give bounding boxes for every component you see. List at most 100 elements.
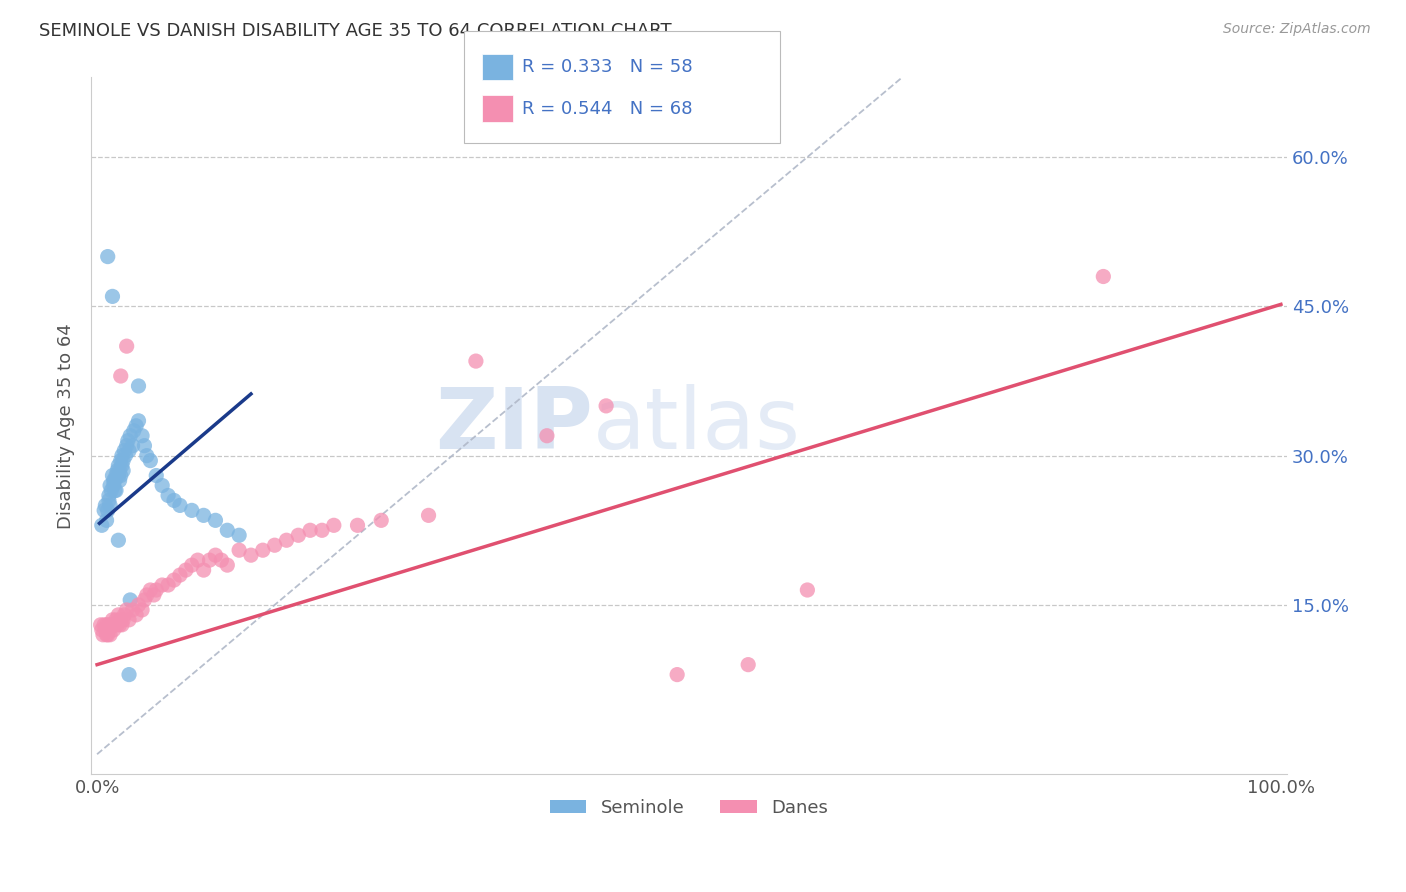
Point — [107, 468, 129, 483]
Point — [97, 623, 120, 637]
Point — [139, 453, 162, 467]
Point — [163, 573, 186, 587]
Point — [228, 543, 250, 558]
Point — [103, 623, 125, 637]
Point — [163, 493, 186, 508]
Point — [107, 458, 129, 473]
Point — [134, 593, 156, 607]
Point — [110, 369, 132, 384]
Point — [240, 548, 263, 562]
Point — [125, 418, 148, 433]
Point — [103, 474, 125, 488]
Point — [98, 499, 121, 513]
Point — [131, 428, 153, 442]
Point — [105, 613, 128, 627]
Point — [180, 503, 202, 517]
Point — [134, 439, 156, 453]
Point — [114, 449, 136, 463]
Point — [287, 528, 309, 542]
Point — [94, 623, 117, 637]
Point — [169, 568, 191, 582]
Point — [204, 548, 226, 562]
Point — [107, 607, 129, 622]
Point — [97, 488, 120, 502]
Point — [796, 582, 818, 597]
Point — [157, 488, 180, 502]
Point — [101, 289, 124, 303]
Point — [299, 523, 322, 537]
Point — [101, 468, 124, 483]
Point — [112, 443, 135, 458]
Point — [228, 528, 250, 542]
Point — [193, 508, 215, 523]
Point — [118, 443, 141, 458]
Point — [96, 513, 118, 527]
Point — [217, 558, 239, 573]
Point — [187, 553, 209, 567]
Point — [121, 439, 143, 453]
Point — [128, 379, 150, 393]
Text: R = 0.544   N = 68: R = 0.544 N = 68 — [522, 100, 692, 118]
Point — [97, 250, 120, 264]
Point — [666, 667, 689, 681]
Point — [108, 464, 131, 478]
Point — [193, 563, 215, 577]
Text: atlas: atlas — [593, 384, 801, 467]
Point — [252, 543, 274, 558]
Point — [105, 483, 128, 498]
Point — [145, 468, 167, 483]
Text: R = 0.333   N = 58: R = 0.333 N = 58 — [522, 58, 692, 76]
Point — [122, 424, 145, 438]
Point — [1092, 269, 1115, 284]
Point — [139, 582, 162, 597]
Point — [97, 623, 120, 637]
Point — [97, 503, 120, 517]
Point — [108, 474, 131, 488]
Point — [311, 523, 333, 537]
Point — [131, 603, 153, 617]
Point — [98, 628, 121, 642]
Point — [110, 468, 132, 483]
Point — [110, 453, 132, 467]
Point — [204, 513, 226, 527]
Point — [112, 607, 135, 622]
Point — [104, 617, 127, 632]
Point — [112, 613, 135, 627]
Point — [263, 538, 285, 552]
Point — [91, 628, 114, 642]
Point — [100, 483, 122, 498]
Point — [118, 613, 141, 627]
Point — [98, 478, 121, 492]
Point — [198, 553, 221, 567]
Point — [115, 603, 138, 617]
Point — [150, 578, 173, 592]
Point — [418, 508, 440, 523]
Point — [97, 493, 120, 508]
Point — [111, 458, 134, 473]
Point — [135, 588, 157, 602]
Point — [105, 468, 128, 483]
Text: Source: ZipAtlas.com: Source: ZipAtlas.com — [1223, 22, 1371, 37]
Point — [595, 399, 617, 413]
Point — [105, 464, 128, 478]
Point — [104, 474, 127, 488]
Point — [120, 593, 142, 607]
Point — [737, 657, 759, 672]
Point — [464, 354, 486, 368]
Point — [104, 483, 127, 498]
Point — [93, 617, 115, 632]
Legend: Seminole, Danes: Seminole, Danes — [543, 792, 835, 824]
Point — [93, 503, 115, 517]
Point — [101, 613, 124, 627]
Point — [169, 499, 191, 513]
Point — [90, 518, 112, 533]
Point — [150, 478, 173, 492]
Point — [111, 449, 134, 463]
Y-axis label: Disability Age 35 to 64: Disability Age 35 to 64 — [58, 323, 75, 529]
Point — [115, 339, 138, 353]
Point — [120, 428, 142, 442]
Point — [217, 523, 239, 537]
Point — [107, 533, 129, 548]
Point — [117, 434, 139, 448]
Point — [103, 478, 125, 492]
